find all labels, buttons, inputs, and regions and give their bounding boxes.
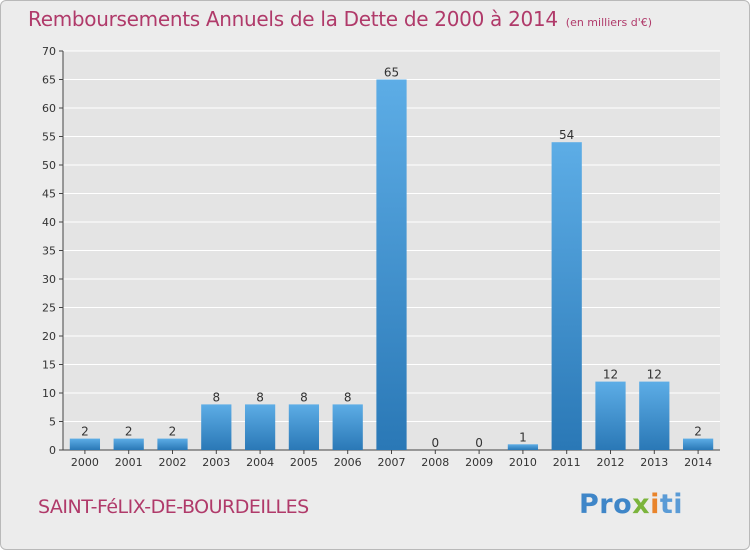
bar-2013 (639, 381, 670, 450)
y-tick-label: 5 (49, 416, 56, 429)
logo-part-1: Pro (579, 489, 633, 520)
y-tick-label: 65 (42, 74, 56, 87)
x-tick-label-2009: 2009 (465, 456, 493, 469)
x-tick-label-2013: 2013 (640, 456, 668, 469)
bar-2001 (113, 438, 144, 450)
bar-2006 (332, 404, 363, 450)
x-tick-label-2008: 2008 (421, 456, 449, 469)
y-tick-label: 55 (42, 131, 56, 144)
chart-unit: (en milliers d'€) (565, 16, 653, 29)
commune-name: SAINT-FéLIX-DE-BOURDEILLES (38, 496, 309, 518)
data-label-2014: 2 (694, 425, 702, 439)
bar-2005 (288, 404, 320, 450)
logo-part-4: ti (659, 489, 684, 520)
data-label-2006: 8 (344, 390, 352, 404)
bar-2002 (157, 438, 188, 450)
data-label-2001: 2 (125, 425, 133, 439)
logo-part-2: x (632, 489, 651, 520)
data-label-2007: 65 (384, 66, 399, 80)
bar-2010 (507, 444, 539, 450)
x-tick-label-2003: 2003 (202, 456, 230, 469)
bar-2014 (682, 438, 714, 450)
y-tick-label: 15 (42, 359, 56, 372)
y-tick-label: 20 (42, 330, 56, 343)
x-tick-label-2010: 2010 (509, 456, 537, 469)
y-tick-label: 0 (49, 444, 56, 457)
bar-2003 (201, 404, 232, 450)
proxiti-logo: Proxiti (579, 489, 683, 520)
x-tick-label-2001: 2001 (115, 456, 143, 469)
data-label-2008: 0 (431, 436, 439, 450)
data-label-2009: 0 (475, 436, 483, 450)
data-label-2010: 1 (519, 430, 527, 444)
y-tick-label: 50 (42, 159, 56, 172)
x-tick-label-2002: 2002 (159, 456, 187, 469)
data-label-2004: 8 (256, 390, 264, 404)
x-tick-label-2005: 2005 (290, 456, 318, 469)
y-tick-label: 35 (42, 245, 56, 258)
y-tick-label: 45 (42, 188, 56, 201)
x-tick-label-2000: 2000 (71, 456, 99, 469)
y-tick-label: 30 (42, 273, 56, 286)
y-tick-label: 70 (42, 45, 56, 58)
x-tick-label-2014: 2014 (684, 456, 712, 469)
y-tick-label: 25 (42, 302, 56, 315)
y-tick-label: 40 (42, 216, 56, 229)
y-tick-label: 60 (42, 102, 56, 115)
data-label-2012: 12 (603, 368, 618, 382)
y-tick-label: 10 (42, 387, 56, 400)
x-tick-label-2007: 2007 (378, 456, 406, 469)
data-label-2013: 12 (647, 368, 662, 382)
bar-2000 (69, 438, 101, 450)
x-tick-label-2012: 2012 (597, 456, 625, 469)
bar-2012 (595, 381, 626, 450)
chart-title: Remboursements Annuels de la Dette de 20… (28, 7, 652, 31)
x-tick-label-2011: 2011 (553, 456, 581, 469)
bar-2007 (376, 79, 407, 450)
data-label-2002: 2 (169, 425, 177, 439)
x-tick-label-2004: 2004 (246, 456, 274, 469)
chart-title-text: Remboursements Annuels de la Dette de 20… (28, 7, 558, 31)
data-label-2000: 2 (81, 425, 89, 439)
data-label-2011: 54 (559, 128, 574, 142)
logo-part-3: i (650, 489, 660, 520)
bar-2004 (244, 404, 276, 450)
x-tick-label-2006: 2006 (334, 456, 362, 469)
data-label-2005: 8 (300, 390, 308, 404)
data-label-2003: 8 (212, 390, 220, 404)
bar-2011 (551, 142, 582, 450)
